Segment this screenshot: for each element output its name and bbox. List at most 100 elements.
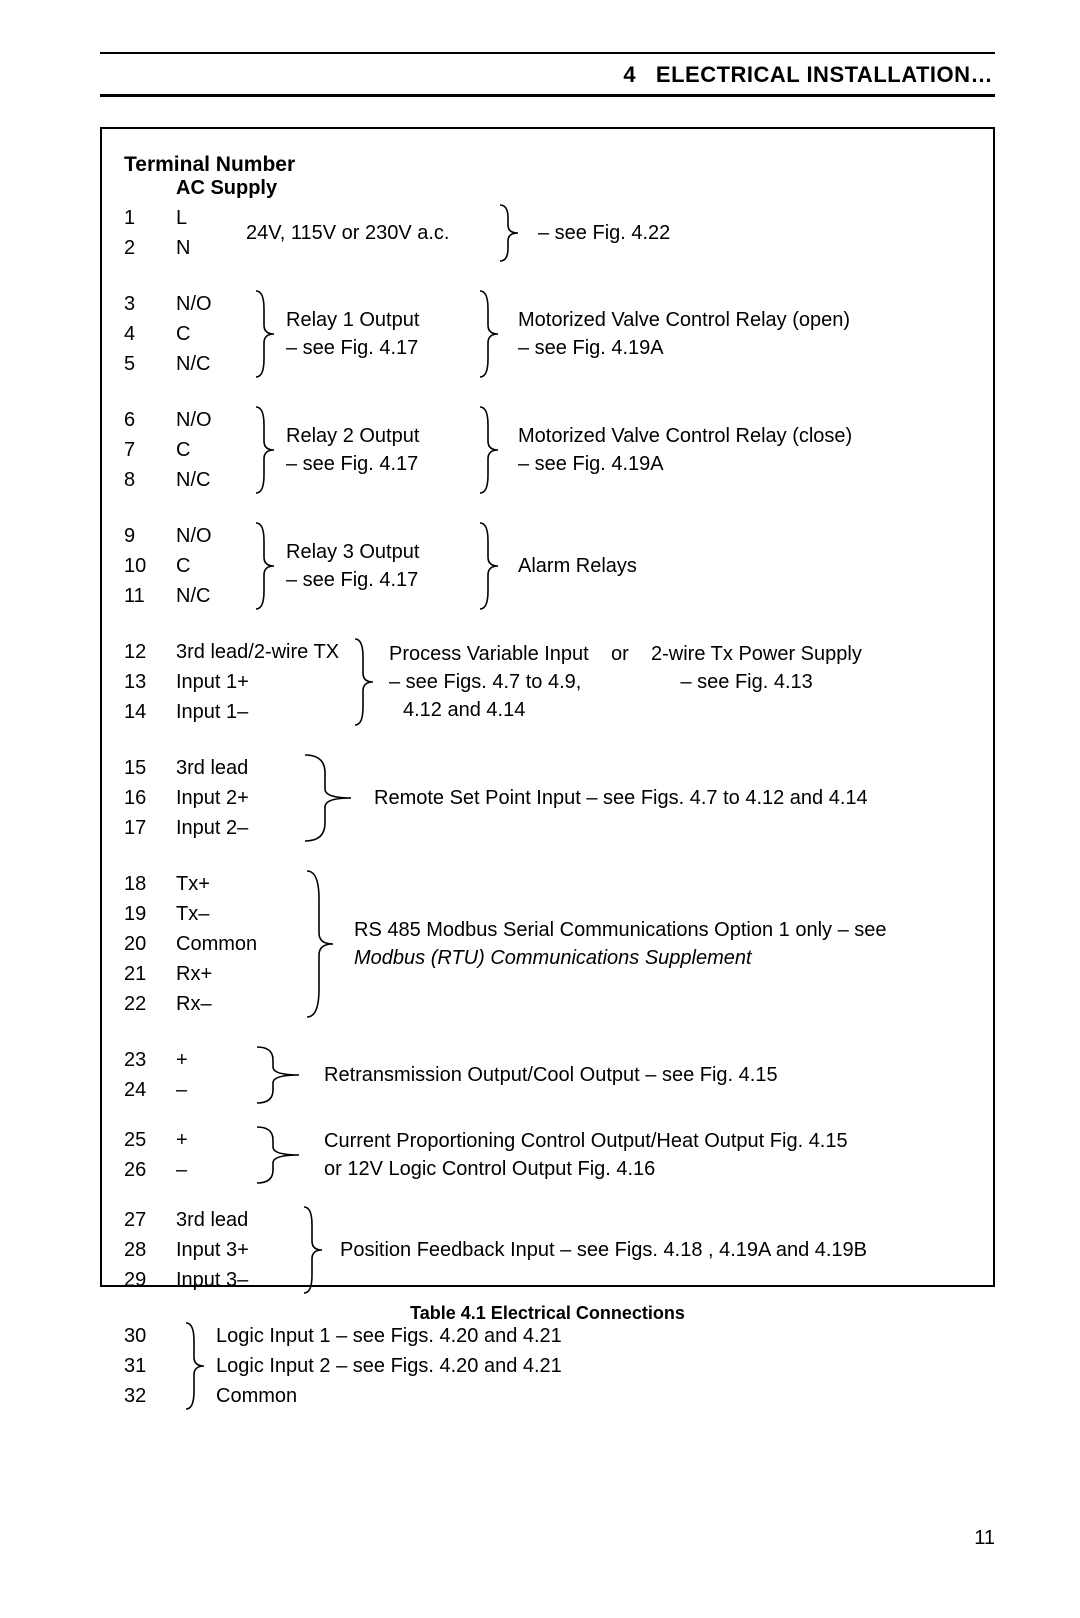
terminal-labels: 3rd lead/2-wire TX Input 1+ Input 1– [176,637,351,727]
terminal-labels: + – [176,1045,246,1105]
relay-fig-ref: – see Fig. 4.17 [286,450,476,478]
group-relay-3: 9 10 11 N/O C N/C Relay 3 Output – see F… [124,521,971,611]
brace-icon [496,203,524,263]
terminal-label: 3rd lead [176,1205,296,1235]
terminal-label: C [176,551,246,581]
terminal-num: 31 [124,1351,176,1381]
terminal-label: Common [176,929,296,959]
pv-fig: – see Figs. 4.7 to 4.9, [389,671,581,693]
terminal-nums: 30 31 32 [124,1321,176,1411]
relay-description: Motorized Valve Control Relay (close) [518,422,852,450]
relay-label-col: Relay 2 Output – see Fig. 4.17 [286,405,476,495]
terminal-num: 29 [124,1265,176,1295]
terminal-label: – [176,1075,246,1105]
terminal-label: N/O [176,289,246,319]
rsp-note: Remote Set Point Input – see Figs. 4.7 t… [366,753,868,843]
terminal-label: Rx+ [176,959,296,989]
brace-icon [246,289,286,379]
terminal-label: N/C [176,581,246,611]
relay-desc-col: Alarm Relays [504,521,637,611]
group-remote-setpoint: 15 16 17 3rd lead Input 2+ Input 2– Remo… [124,753,971,843]
cpc-note-line2: or 12V Logic Control Output Fig. 4.16 [324,1155,848,1183]
terminal-number-heading: Terminal Number [124,153,971,177]
terminal-nums: 18 19 20 21 22 [124,869,176,1019]
terminal-label: + [176,1125,246,1155]
relay-output-label: Relay 3 Output [286,538,476,566]
terminal-nums: 25 26 [124,1125,176,1185]
terminal-num: 13 [124,667,176,697]
terminal-label: – [176,1155,246,1185]
pv-alt: 2-wire Tx Power Supply [651,643,862,665]
section-header: 4 ELECTRICAL INSTALLATION… [100,60,995,94]
terminal-nums: 6 7 8 [124,405,176,495]
terminal-label: Input 3+ [176,1235,296,1265]
terminal-labels: N/O C N/C [176,405,246,495]
terminal-num: 32 [124,1381,176,1411]
terminal-nums: 15 16 17 [124,753,176,843]
terminal-num: 27 [124,1205,176,1235]
terminal-label: N/O [176,405,246,435]
ac-voltage-note: 24V, 115V or 230V a.c. [246,203,496,263]
terminal-label: Input 1+ [176,667,351,697]
terminal-nums: 3 4 5 [124,289,176,379]
terminal-label: C [176,435,246,465]
terminal-num: 24 [124,1075,176,1105]
terminal-nums: 1 2 [124,203,176,263]
relay-description: Motorized Valve Control Relay (open) [518,306,850,334]
terminal-num: 20 [124,929,176,959]
terminal-label: N/O [176,521,246,551]
terminal-label: Rx– [176,989,296,1019]
terminal-label: + [176,1045,246,1075]
relay-output-label: Relay 1 Output [286,306,476,334]
relay-fig-ref: – see Fig. 4.17 [286,334,476,362]
terminal-num: 8 [124,465,176,495]
terminal-table-box: Terminal Number AC Supply 1 2 L N 24V, 1… [100,127,995,1287]
terminal-label: N/C [176,465,246,495]
rs485-note-col: RS 485 Modbus Serial Communications Opti… [346,869,887,1019]
relay-desc-fig: – see Fig. 4.19A [518,450,852,478]
relay-label-col: Relay 3 Output – see Fig. 4.17 [286,521,476,611]
terminal-num: 14 [124,697,176,727]
terminal-labels: 3rd lead Input 3+ Input 3– [176,1205,296,1295]
pv-alt-fig: – see Fig. 4.13 [680,671,812,693]
terminal-num: 23 [124,1045,176,1075]
brace-icon [296,1205,332,1295]
terminal-num: 19 [124,899,176,929]
section-number: 4 [623,62,636,87]
brace-icon [246,521,286,611]
brace-icon [246,1125,316,1185]
terminal-nums: 23 24 [124,1045,176,1105]
header-rule-bottom [100,94,995,97]
terminal-label: Input 2– [176,813,296,843]
page-number: 11 [974,1527,995,1550]
relay-label-col: Relay 1 Output – see Fig. 4.17 [286,289,476,379]
terminal-num: 7 [124,435,176,465]
terminal-label: Input 1– [176,697,351,727]
relay-desc-col: Motorized Valve Control Relay (open) – s… [504,289,850,379]
terminal-num: 3 [124,289,176,319]
brace-icon [476,405,504,495]
terminal-num: 12 [124,637,176,667]
section-title: ELECTRICAL INSTALLATION… [656,62,993,87]
terminal-num: 2 [124,233,176,263]
group-retransmission: 23 24 + – Retransmission Output/Cool Out… [124,1045,971,1105]
pfb-note: Position Feedback Input – see Figs. 4.18… [332,1205,867,1295]
terminal-label: Input 3– [176,1265,296,1295]
terminal-num: 11 [124,581,176,611]
pv-label: Process Variable Input [389,643,589,665]
terminal-labels: + – [176,1125,246,1185]
brace-icon [476,521,504,611]
terminal-num: 21 [124,959,176,989]
relay-desc-fig: – see Fig. 4.19A [518,334,850,362]
group-rs485: 18 19 20 21 22 Tx+ Tx– Common Rx+ Rx– RS… [124,869,971,1019]
terminal-labels: 3rd lead Input 2+ Input 2– [176,753,296,843]
terminal-num: 6 [124,405,176,435]
terminal-num: 15 [124,753,176,783]
terminal-num: 25 [124,1125,176,1155]
terminal-labels: Logic Input 1 – see Figs. 4.20 and 4.21 … [216,1321,562,1411]
terminal-labels: N/O C N/C [176,521,246,611]
terminal-num: 18 [124,869,176,899]
terminal-label: N/C [176,349,246,379]
pv-or: or [611,643,629,665]
terminal-num: 16 [124,783,176,813]
